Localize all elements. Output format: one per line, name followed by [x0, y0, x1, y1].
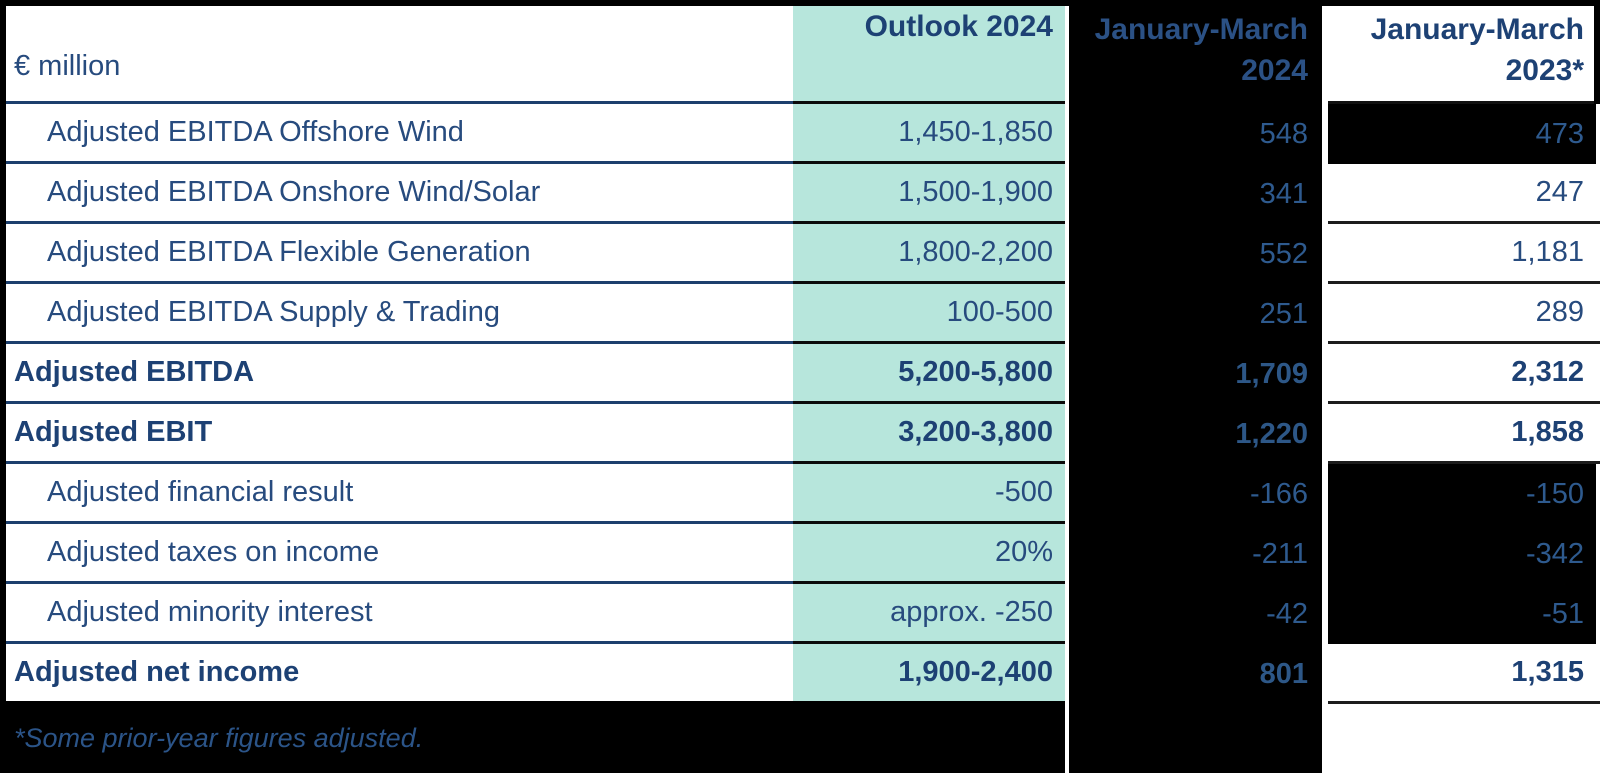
column-gap: [1065, 164, 1069, 224]
q1-2024-header: January-March 2024: [1069, 0, 1322, 104]
q1-2024-value: -166: [1069, 464, 1322, 524]
top-border: [0, 0, 1600, 6]
outlook-value: 100-500: [793, 284, 1065, 344]
q1-2024-header-line1: January-March: [1094, 13, 1308, 46]
outlook-value: 5,200-5,800: [793, 344, 1065, 404]
q1-2023-value: 1,315: [1328, 644, 1600, 704]
row-label: Adjusted EBITDA Flexible Generation: [0, 224, 793, 284]
q1-2024-value: 1,220: [1069, 404, 1322, 464]
row-label: Adjusted financial result: [0, 464, 793, 524]
q1-2024-value: 552: [1069, 224, 1322, 284]
outlook-value: 1,800-2,200: [793, 224, 1065, 284]
column-gap: [1065, 224, 1069, 284]
q1-2023-value: 2,312: [1328, 344, 1600, 404]
q1-2023-header: January-March 2023*: [1328, 0, 1600, 104]
column-gap: [1322, 524, 1328, 584]
column-gap: [1322, 464, 1328, 524]
column-gap: [1065, 284, 1069, 344]
q1-2023-header-line2: 2023*: [1505, 53, 1584, 87]
header-right-border: [1594, 0, 1600, 104]
unit-label: € million: [0, 0, 793, 104]
q1-2023-value: -51: [1328, 584, 1600, 644]
column-gap: [1322, 284, 1328, 344]
column-gap: [1065, 344, 1069, 404]
q1-2023-value: 1,181: [1328, 224, 1600, 284]
column-gap: [1065, 584, 1069, 644]
column-gap: [1322, 224, 1328, 284]
row-label: Adjusted net income: [0, 644, 793, 704]
outlook-2024-header: Outlook 2024: [793, 0, 1065, 104]
footnote: *Some prior-year figures adjusted.: [0, 704, 1065, 773]
row-label: Adjusted minority interest: [0, 584, 793, 644]
q1-2024-value: 341: [1069, 164, 1322, 224]
q1-2024-value: 548: [1069, 104, 1322, 164]
q1-2023-value: 247: [1328, 164, 1600, 224]
footer-2024-cell: [1069, 704, 1322, 773]
left-border: [0, 0, 6, 773]
q1-2023-value: 473: [1328, 104, 1600, 164]
footer-2023-cell: [1328, 704, 1600, 773]
row-label: Adjusted EBITDA: [0, 344, 793, 404]
column-gap: [1322, 404, 1328, 464]
column-gap: [1065, 404, 1069, 464]
column-gap: [1322, 344, 1328, 404]
q1-2024-value: -42: [1069, 584, 1322, 644]
outlook-value: 1,900-2,400: [793, 644, 1065, 704]
q1-2024-value: 1,709: [1069, 344, 1322, 404]
column-gap: [1322, 104, 1328, 164]
outlook-value: 1,450-1,850: [793, 104, 1065, 164]
row-label: Adjusted taxes on income: [0, 524, 793, 584]
q1-2023-value: -342: [1328, 524, 1600, 584]
q1-2024-value: 251: [1069, 284, 1322, 344]
column-gap: [1322, 0, 1328, 104]
column-gap: [1065, 644, 1069, 704]
q1-2024-value: 801: [1069, 644, 1322, 704]
column-gap: [1322, 164, 1328, 224]
q1-2024-value: -211: [1069, 524, 1322, 584]
row-label: Adjusted EBIT: [0, 404, 793, 464]
row-label: Adjusted EBITDA Supply & Trading: [0, 284, 793, 344]
outlook-value: approx. -250: [793, 584, 1065, 644]
column-gap: [1065, 464, 1069, 524]
column-gap: [1322, 704, 1328, 773]
q1-2023-value: 1,858: [1328, 404, 1600, 464]
q1-2023-value: -150: [1328, 464, 1600, 524]
column-gap: [1322, 584, 1328, 644]
outlook-value: -500: [793, 464, 1065, 524]
q1-2023-value: 289: [1328, 284, 1600, 344]
column-gap: [1065, 0, 1069, 104]
outlook-value: 3,200-3,800: [793, 404, 1065, 464]
column-gap: [1322, 644, 1328, 704]
row-label: Adjusted EBITDA Offshore Wind: [0, 104, 793, 164]
column-gap: [1065, 524, 1069, 584]
outlook-value: 20%: [793, 524, 1065, 584]
outlook-value: 1,500-1,900: [793, 164, 1065, 224]
row-label: Adjusted EBITDA Onshore Wind/Solar: [0, 164, 793, 224]
column-gap: [1065, 104, 1069, 164]
q1-2024-header-line2: 2024: [1241, 53, 1308, 87]
q1-2023-header-line1: January-March: [1370, 13, 1584, 46]
column-gap: [1065, 704, 1069, 773]
